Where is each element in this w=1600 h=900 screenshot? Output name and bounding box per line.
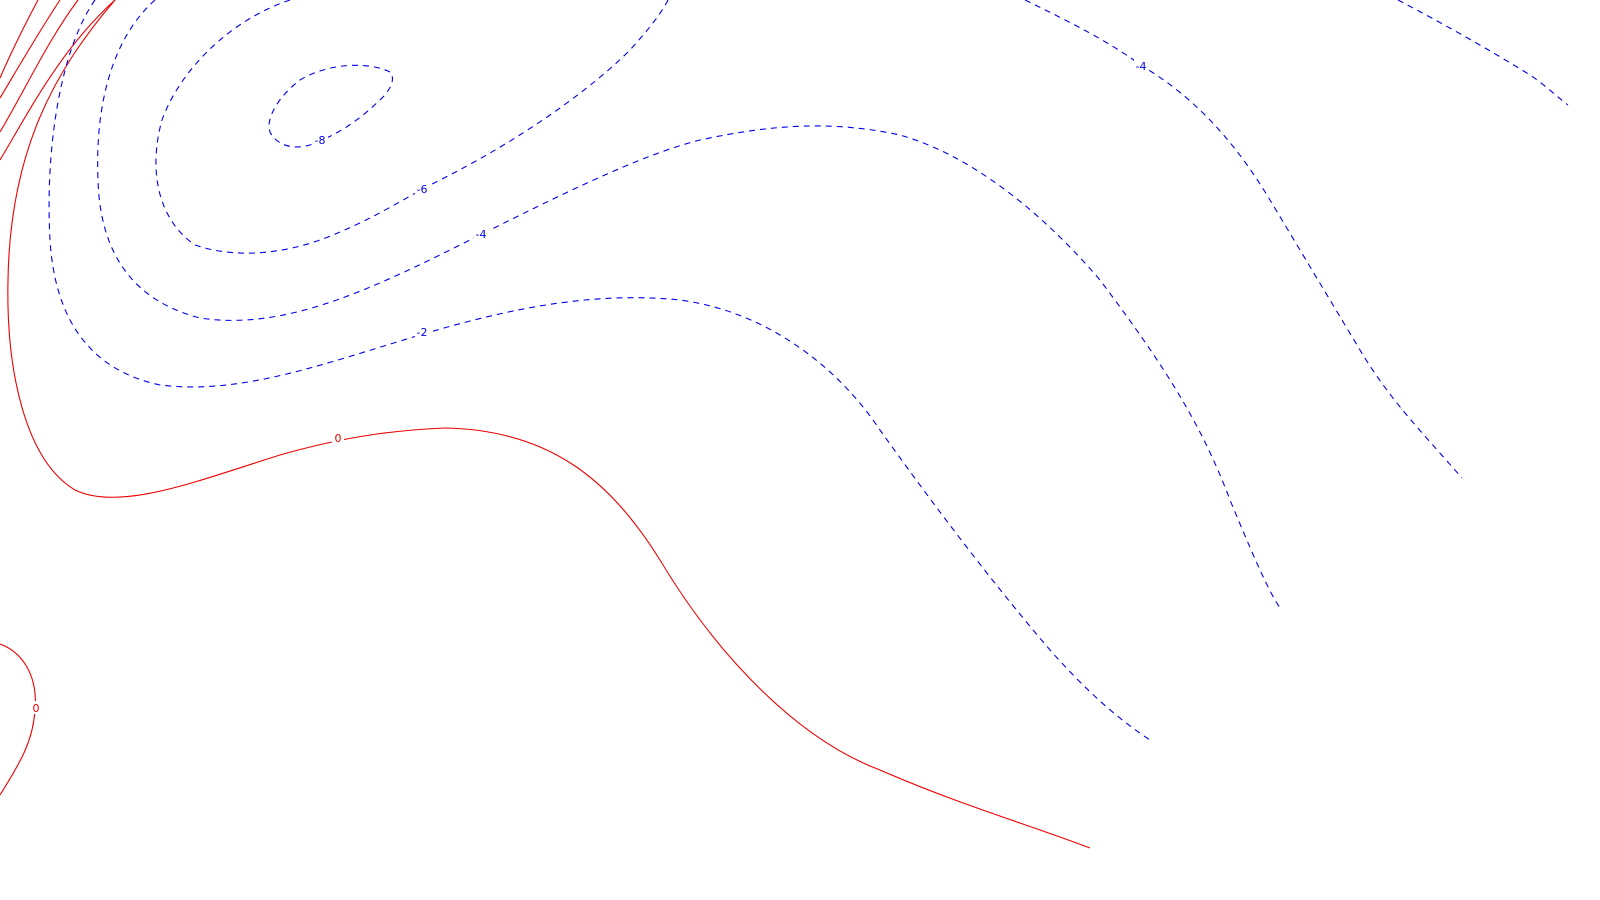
contour-minus-8 — [268, 64, 394, 148]
label-minus-2: -2 — [417, 326, 428, 339]
label-minus-4-right: -4 — [1136, 60, 1147, 73]
zero-contour-upper-left-2 — [0, 0, 61, 99]
contour-minus-4 — [97, 0, 1281, 609]
label-minus-8: -8 — [315, 134, 326, 147]
zero-contour-main — [7, 0, 1091, 849]
label-minus-4: -4 — [476, 228, 487, 241]
negative-contours — [48, 0, 1569, 741]
zero-contours — [0, 0, 1091, 849]
contour-minus-2 — [48, 0, 1151, 741]
contour-far-right — [1397, 0, 1569, 106]
zero-contour-upper-left-4 — [0, 0, 116, 161]
label-minus-6: -6 — [417, 183, 428, 196]
label-zero-main: 0 — [335, 432, 342, 445]
contour-minus-4-right — [1024, 0, 1463, 479]
zero-contour-upper-left-3 — [0, 0, 79, 133]
zero-contour-upper-left-1 — [0, 0, 39, 79]
contour-minus-6 — [155, 0, 669, 254]
label-zero-left: 0 — [33, 702, 40, 715]
zero-contour-left — [0, 643, 36, 796]
contour-labels: -8 -6 -4 -2 -4 0 0 — [30, 59, 1149, 715]
